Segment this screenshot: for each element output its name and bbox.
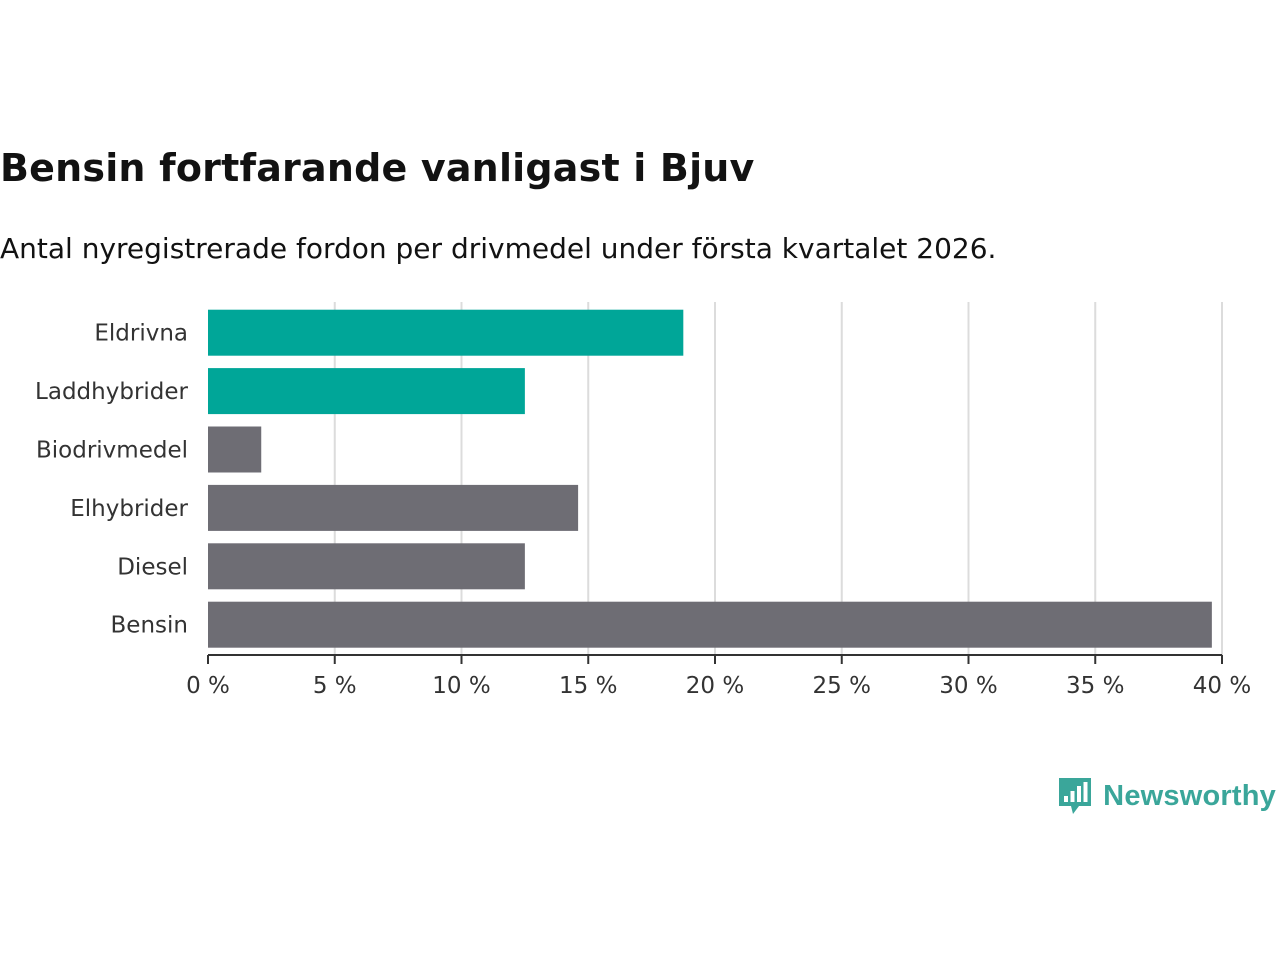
- bar-laddhybrider: [208, 368, 525, 415]
- bar-diesel: [208, 543, 525, 590]
- category-label-bensin: Bensin: [111, 613, 188, 639]
- x-tick-label-0: 0 %: [186, 673, 230, 699]
- x-tick-label-40: 40 %: [1193, 673, 1251, 699]
- bar-bensin: [208, 601, 1212, 648]
- x-tick-label-10: 10 %: [432, 673, 490, 699]
- bar-chart-speech-bubble-icon: [1059, 778, 1092, 814]
- chart-title: Bensin fortfarande vanligast i Bjuv: [0, 146, 755, 190]
- bar-biodrivmedel: [208, 426, 262, 473]
- x-tick-label-25: 25 %: [813, 673, 871, 699]
- category-label-laddhybrider: Laddhybrider: [35, 379, 188, 405]
- category-label-eldrivna: Eldrivna: [94, 321, 188, 347]
- category-label-biodrivmedel: Biodrivmedel: [36, 438, 188, 464]
- brand-name: Newsworthy: [1103, 779, 1276, 812]
- x-tick-label-20: 20 %: [686, 673, 744, 699]
- chart-subtitle: Antal nyregistrerade fordon per drivmede…: [0, 232, 997, 265]
- x-tick-label-30: 30 %: [939, 673, 997, 699]
- bar-eldrivna: [208, 309, 684, 356]
- x-tick-label-35: 35 %: [1066, 673, 1124, 699]
- category-label-diesel: Diesel: [117, 554, 188, 580]
- x-tick-label-5: 5 %: [313, 673, 357, 699]
- bar-elhybrider: [208, 484, 579, 531]
- category-label-elhybrider: Elhybrider: [70, 496, 188, 522]
- x-tick-label-15: 15 %: [559, 673, 617, 699]
- newsworthy-logo: Newsworthy: [1057, 776, 1276, 816]
